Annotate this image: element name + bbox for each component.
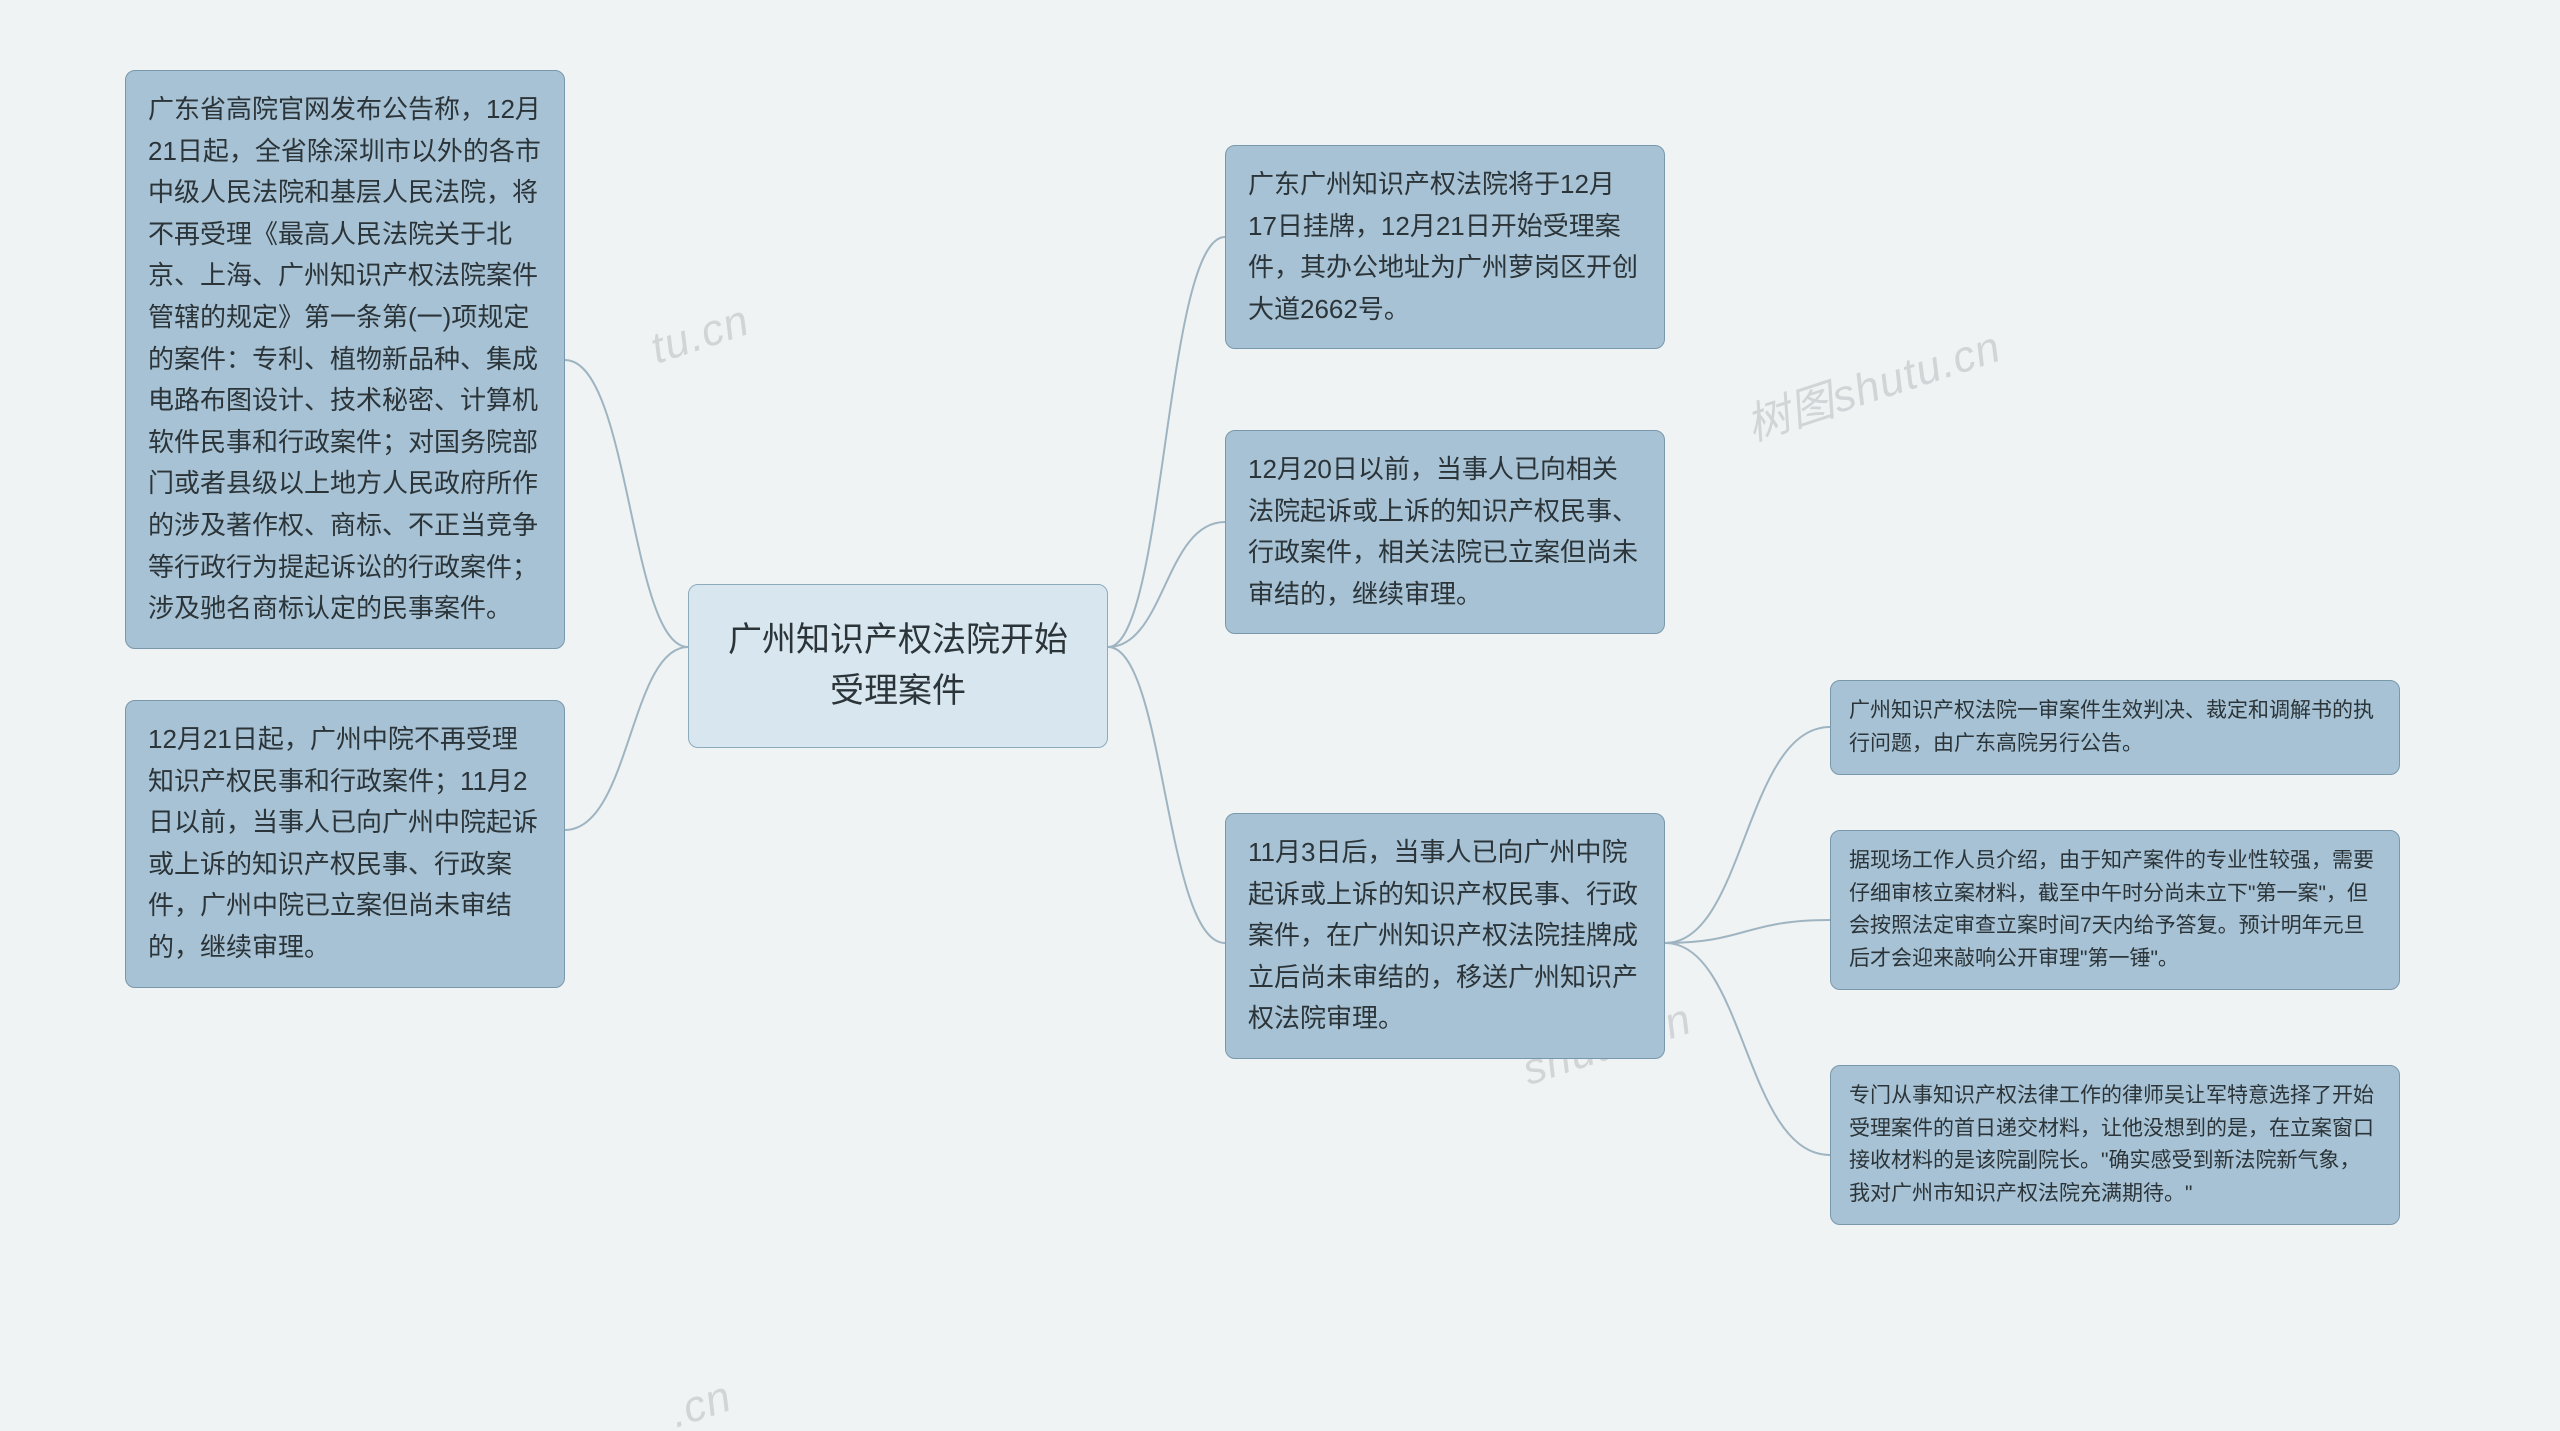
left-node-1: 12月21日起，广州中院不再受理知识产权民事和行政案件；11月2日以前，当事人已… <box>125 700 565 988</box>
right-node-0: 广东广州知识产权法院将于12月17日挂牌，12月21日开始受理案件，其办公地址为… <box>1225 145 1665 349</box>
child-node-1: 据现场工作人员介绍，由于知产案件的专业性较强，需要仔细审核立案材料，截至中午时分… <box>1830 830 2400 990</box>
center-topic: 广州知识产权法院开始受理案件 <box>688 584 1108 748</box>
right-node-1: 12月20日以前，当事人已向相关法院起诉或上诉的知识产权民事、行政案件，相关法院… <box>1225 430 1665 634</box>
right-node-2: 11月3日后，当事人已向广州中院起诉或上诉的知识产权民事、行政案件，在广州知识产… <box>1225 813 1665 1059</box>
watermark: tu.cn <box>645 296 756 375</box>
watermark: 树图shutu.cn <box>1737 311 2008 454</box>
left-node-0: 广东省高院官网发布公告称，12月21日起，全省除深圳市以外的各市中级人民法院和基… <box>125 70 565 649</box>
child-node-0: 广州知识产权法院一审案件生效判决、裁定和调解书的执行问题，由广东高院另行公告。 <box>1830 680 2400 775</box>
child-node-2: 专门从事知识产权法律工作的律师吴让军特意选择了开始受理案件的首日递交材料，让他没… <box>1830 1065 2400 1225</box>
watermark: .cn <box>664 1372 738 1431</box>
